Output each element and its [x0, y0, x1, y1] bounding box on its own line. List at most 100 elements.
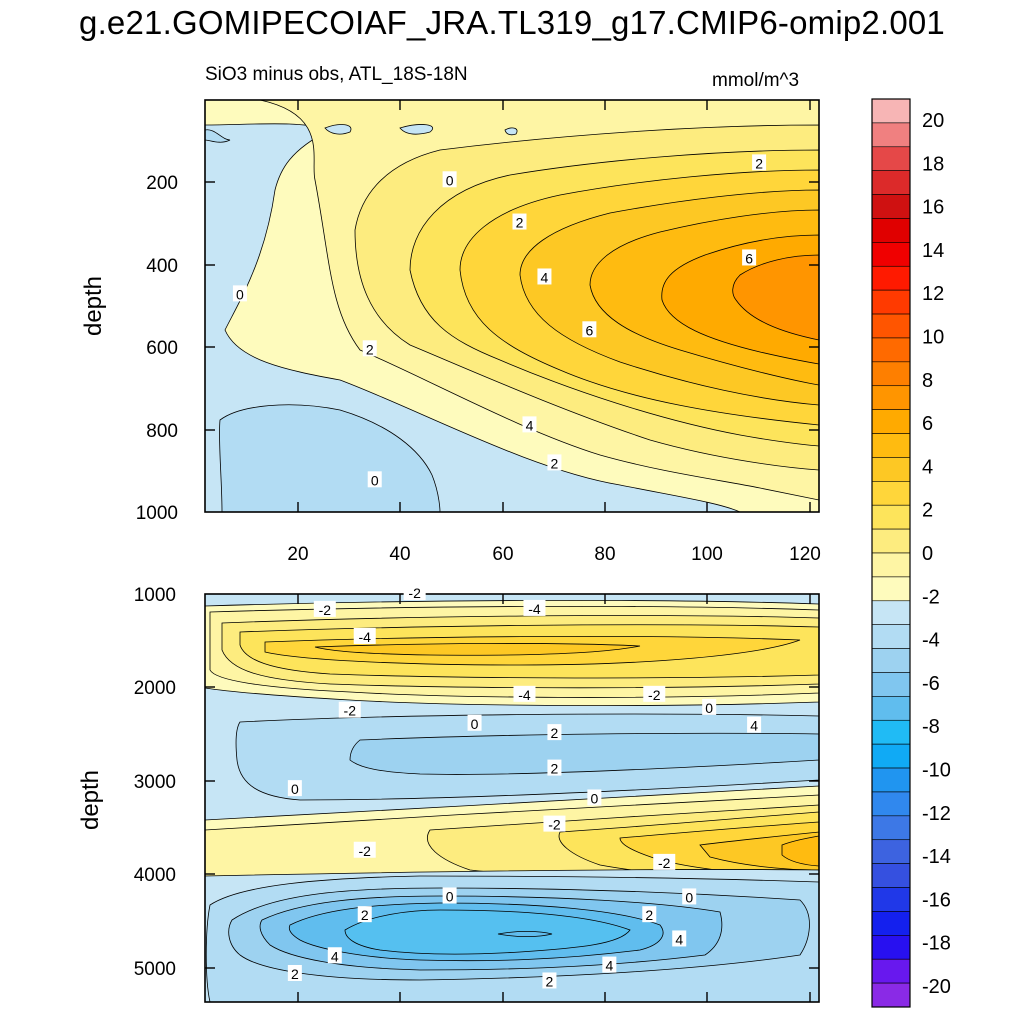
colorbar-label: 6: [922, 413, 933, 435]
colorbar-swatch: [871, 719, 911, 745]
contour-label-bg: [403, 584, 426, 601]
colorbar-swatch: [871, 170, 911, 195]
colorbar-swatch: [871, 528, 911, 554]
contour-label-text: -4: [359, 629, 372, 645]
contour-label-bg: [747, 716, 762, 733]
y-tick-label: 5000: [134, 959, 176, 980]
colorbar-label: 20: [922, 110, 944, 132]
contour-label: 2: [287, 964, 302, 982]
y-tick-label: 600: [146, 338, 178, 359]
x-tick-label: 40: [389, 544, 410, 565]
contour-label: -2: [653, 853, 676, 871]
contour-label-text: 0: [471, 716, 479, 732]
colorbar-label: 16: [922, 197, 944, 219]
contour-label-bg: [338, 701, 361, 718]
x-tick-label: 20: [287, 544, 308, 565]
contour-label: -2: [338, 701, 361, 719]
colorbar-label: 12: [922, 283, 944, 305]
lower-panel-frame: [204, 593, 820, 1003]
contour-label: 2: [642, 906, 657, 923]
contour-label-bg: [523, 599, 546, 616]
contour-label-bg: [232, 285, 247, 302]
lower-panel-fill: [205, 594, 819, 1002]
contour-label-bg: [313, 600, 336, 617]
contour-label: 0: [587, 789, 602, 806]
contour-label-bg: [467, 714, 482, 731]
contour-label: 6: [742, 249, 757, 266]
contour-label: 0: [702, 698, 717, 716]
x-tick-label: 80: [594, 544, 615, 565]
contour-label-text: -4: [518, 687, 531, 703]
colorbar-frame: [871, 98, 911, 1008]
colorbar-label: -6: [922, 673, 940, 695]
colorbar-swatch: [871, 98, 911, 124]
colorbar-label: 2: [922, 500, 933, 522]
contour-label-text: 0: [236, 286, 244, 302]
contour-label-text: 0: [446, 888, 454, 904]
contour-label-text: 4: [605, 958, 613, 974]
y-tick-label: 3000: [134, 772, 176, 793]
colorbar-swatch: [871, 337, 911, 363]
colorbar-swatch: [871, 863, 911, 888]
colorbar-label: 14: [922, 240, 944, 262]
y-tick-label: 400: [146, 256, 178, 277]
contour-label-bg: [287, 964, 302, 981]
colorbar-swatch: [871, 552, 911, 578]
contour-label-text: -2: [548, 817, 561, 833]
contour-label: 2: [512, 213, 527, 231]
contour-label: 0: [682, 888, 697, 905]
colorbar-swatch: [871, 242, 911, 267]
colorbar-swatch: [871, 385, 911, 410]
colorbar-label: -16: [922, 889, 951, 911]
contour-label: 2: [542, 972, 557, 989]
contour-label-bg: [702, 698, 717, 715]
contour-label: 4: [602, 956, 617, 974]
colorbar-swatch: [871, 600, 911, 625]
contour-label-bg: [327, 947, 342, 964]
colorbar-swatch: [871, 194, 911, 219]
colorbar-swatch: [871, 672, 911, 697]
contour-label: 2: [547, 454, 562, 471]
contour-label-text: -4: [528, 601, 541, 617]
colorbar-swatch: [871, 982, 911, 1008]
contour-label-bg: [442, 887, 457, 904]
colorbar-swatch: [871, 839, 911, 864]
contour-label-bg: [602, 956, 617, 973]
contour-label-bg: [587, 789, 602, 806]
contour-label-bg: [742, 249, 757, 266]
contour-label-text: 4: [526, 417, 534, 433]
y-tick-label: 4000: [134, 865, 176, 886]
contour-label: 4: [522, 416, 537, 433]
colorbar-swatch: [871, 481, 911, 506]
contour-label: 2: [752, 154, 767, 171]
contour-label-text: 2: [755, 155, 763, 171]
colorbar-label: -14: [922, 846, 951, 868]
lower-contour-labels: 2 2 4 4 4 2 2 0 0 -2 -2 -2 0 0 2 2 0 4 0 -2 -4 -2 -4 -2 -4 -2: [287, 584, 762, 989]
x-tick-label: 60: [492, 544, 513, 565]
contour-label-text: 0: [371, 472, 379, 488]
colorbar-swatch: [871, 935, 911, 960]
contour-label-text: 2: [551, 455, 559, 471]
contour-label-bg: [513, 685, 536, 702]
y-tick-label: 800: [146, 421, 178, 442]
colorbar-label: -12: [922, 803, 951, 825]
chart-title: g.e21.GOMIPECOIAF_JRA.TL319_g17.CMIP6-om…: [79, 4, 945, 41]
colorbar-swatch: [871, 433, 911, 458]
contour-label: 0: [442, 887, 457, 904]
contour-label-text: 0: [590, 790, 598, 806]
upper-contour-labels: 0 2 4 2 6 0 4 6 2 0 2: [232, 154, 767, 488]
colorbar-label: 4: [922, 456, 933, 478]
colorbar-swatch: [871, 457, 911, 482]
contour-label: 2: [547, 759, 562, 777]
contour-label: 2: [362, 340, 377, 357]
contour-label-text: 4: [750, 718, 758, 734]
contour-label: -4: [523, 599, 546, 617]
contour-label: -4: [353, 627, 376, 645]
contour-label-text: 2: [645, 907, 653, 923]
contour-label-bg: [353, 627, 376, 644]
contour-label-bg: [752, 154, 767, 171]
contour-label: 0: [467, 714, 482, 732]
units-label: mmol/m^3: [712, 70, 800, 91]
contour-label: -2: [643, 685, 666, 703]
contour-label: 2: [357, 906, 372, 923]
